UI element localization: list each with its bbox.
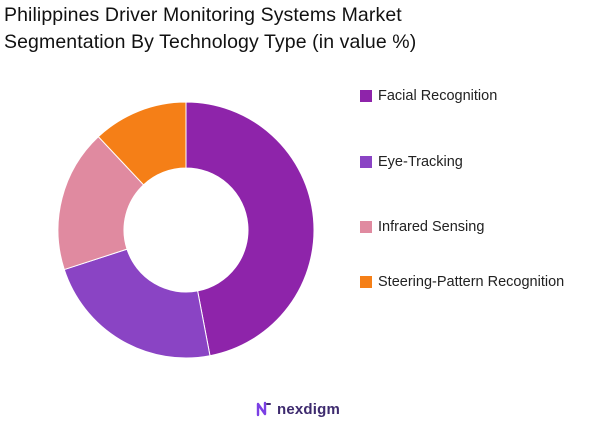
legend-swatch-infrared-sensing: [360, 221, 372, 233]
legend-item-eye-tracking: Eye-Tracking: [360, 152, 463, 172]
nexdigm-logo-icon: [256, 401, 271, 417]
legend-swatch-facial-recognition: [360, 90, 372, 102]
donut-slice-steering-pattern-recognition: [97, 101, 187, 186]
donut-slice-facial-recognition: [185, 101, 315, 357]
brand-logo: nexdigm: [255, 400, 340, 418]
brand-name: nexdigm: [276, 400, 341, 418]
brand-footer: nexdigm: [0, 400, 595, 418]
legend-item-infrared-sensing: Infrared Sensing: [360, 217, 484, 237]
legend-label-eye-tracking: Eye-Tracking: [378, 154, 463, 170]
legend-label-facial-recognition: Facial Recognition: [378, 88, 498, 104]
legend-label-infrared-sensing: Infrared Sensing: [378, 219, 485, 235]
donut-slice-infrared-sensing: [57, 135, 145, 271]
legend-swatch-eye-tracking: [360, 156, 372, 168]
chart-title: Philippines Driver Monitoring Systems Ma…: [4, 2, 564, 56]
legend-item-steering-pattern-recognition: Steering-Pattern Recognition: [360, 272, 564, 292]
donut-slice-eye-tracking: [63, 248, 211, 359]
legend-item-facial-recognition: Facial Recognition: [360, 86, 497, 106]
chart-title-line-2: Segmentation By Technology Type (in valu…: [4, 31, 417, 53]
legend-label-steering-pattern-recognition: Steering-Pattern Recognition: [378, 274, 565, 290]
legend-swatch-steering-pattern-recognition: [360, 276, 372, 288]
chart-title-line-1: Philippines Driver Monitoring Systems Ma…: [4, 4, 402, 26]
